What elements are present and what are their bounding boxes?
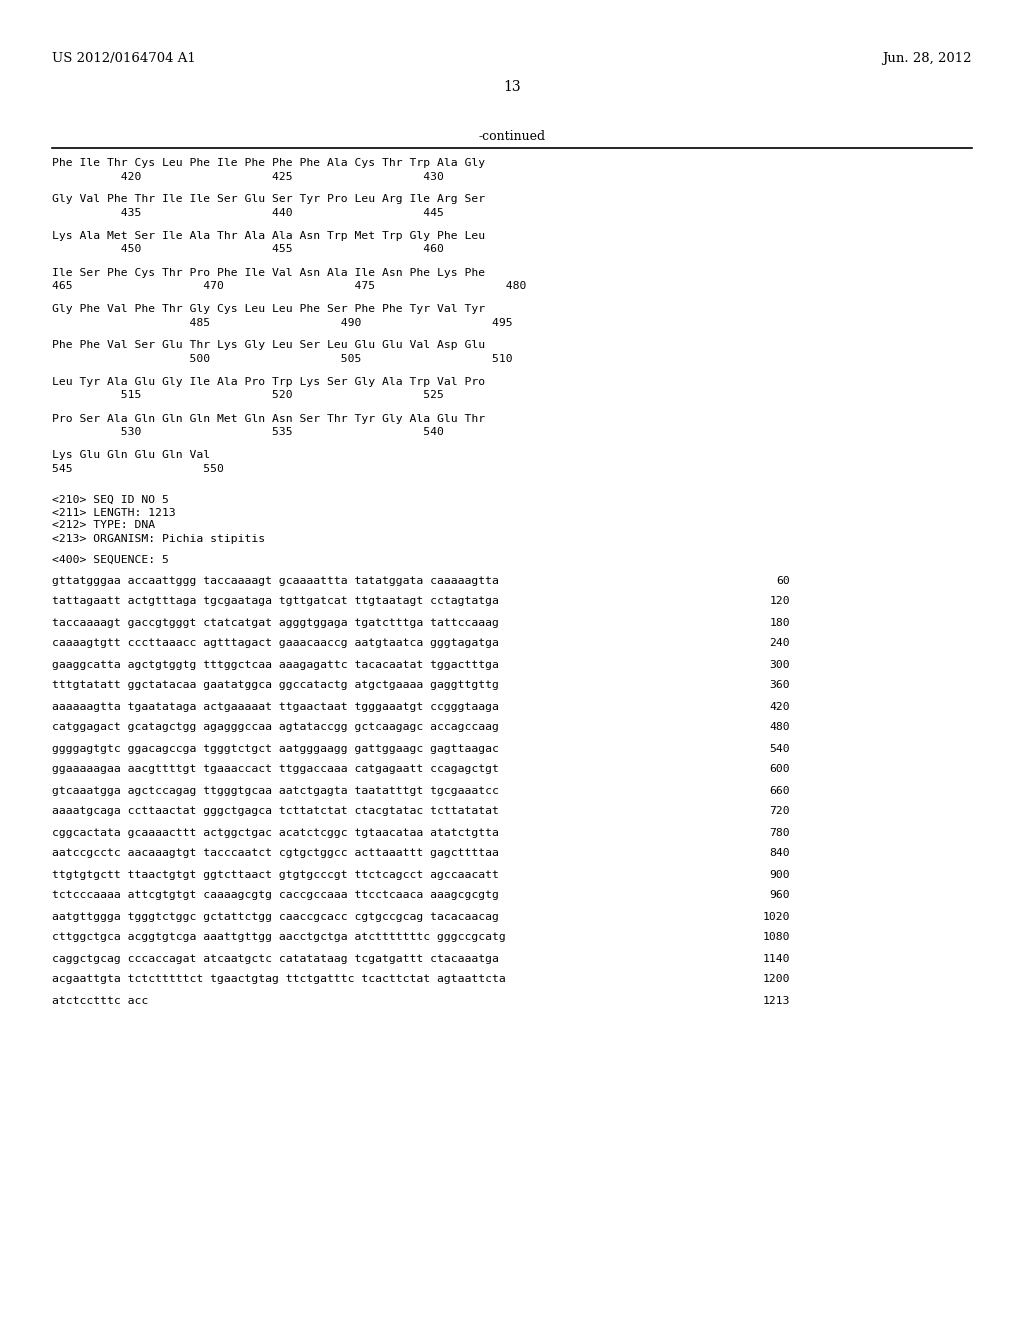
Text: gaaggcatta agctgtggtg tttggctcaa aaagagattc tacacaatat tggactttga: gaaggcatta agctgtggtg tttggctcaa aaagaga…: [52, 660, 499, 669]
Text: 485                   490                   495: 485 490 495: [52, 318, 513, 327]
Text: Gly Val Phe Thr Ile Ile Ser Glu Ser Tyr Pro Leu Arg Ile Arg Ser: Gly Val Phe Thr Ile Ile Ser Glu Ser Tyr …: [52, 194, 485, 205]
Text: -continued: -continued: [478, 129, 546, 143]
Text: 1140: 1140: [763, 953, 790, 964]
Text: 13: 13: [503, 81, 521, 94]
Text: US 2012/0164704 A1: US 2012/0164704 A1: [52, 51, 196, 65]
Text: Pro Ser Ala Gln Gln Gln Met Gln Asn Ser Thr Tyr Gly Ala Glu Thr: Pro Ser Ala Gln Gln Gln Met Gln Asn Ser …: [52, 413, 485, 424]
Text: 900: 900: [769, 870, 790, 879]
Text: aaaaaagtta tgaatataga actgaaaaat ttgaactaat tgggaaatgt ccgggtaaga: aaaaaagtta tgaatataga actgaaaaat ttgaact…: [52, 701, 499, 711]
Text: 360: 360: [769, 681, 790, 690]
Text: <210> SEQ ID NO 5: <210> SEQ ID NO 5: [52, 495, 169, 504]
Text: 420                   425                   430: 420 425 430: [52, 172, 443, 181]
Text: cggcactata gcaaaacttt actggctgac acatctcggc tgtaacataa atatctgtta: cggcactata gcaaaacttt actggctgac acatctc…: [52, 828, 499, 837]
Text: <400> SEQUENCE: 5: <400> SEQUENCE: 5: [52, 554, 169, 565]
Text: 1080: 1080: [763, 932, 790, 942]
Text: 530                   535                   540: 530 535 540: [52, 426, 443, 437]
Text: 435                   440                   445: 435 440 445: [52, 209, 443, 218]
Text: 840: 840: [769, 849, 790, 858]
Text: ggggagtgtc ggacagccga tgggtctgct aatgggaagg gattggaagc gagttaagac: ggggagtgtc ggacagccga tgggtctgct aatggga…: [52, 743, 499, 754]
Text: 300: 300: [769, 660, 790, 669]
Text: 60: 60: [776, 576, 790, 586]
Text: Gly Phe Val Phe Thr Gly Cys Leu Leu Phe Ser Phe Phe Tyr Val Tyr: Gly Phe Val Phe Thr Gly Cys Leu Leu Phe …: [52, 304, 485, 314]
Text: 1213: 1213: [763, 995, 790, 1006]
Text: 120: 120: [769, 597, 790, 606]
Text: 960: 960: [769, 891, 790, 900]
Text: aatccgcctc aacaaagtgt tacccaatct cgtgctggcc acttaaattt gagcttttaa: aatccgcctc aacaaagtgt tacccaatct cgtgctg…: [52, 849, 499, 858]
Text: ggaaaaagaa aacgttttgt tgaaaccact ttggaccaaa catgagaatt ccagagctgt: ggaaaaagaa aacgttttgt tgaaaccact ttggacc…: [52, 764, 499, 775]
Text: 240: 240: [769, 639, 790, 648]
Text: 500                   505                   510: 500 505 510: [52, 354, 513, 364]
Text: cttggctgca acggtgtcga aaattgttgg aacctgctga atctttttttc gggccgcatg: cttggctgca acggtgtcga aaattgttgg aacctgc…: [52, 932, 506, 942]
Text: 420: 420: [769, 701, 790, 711]
Text: 600: 600: [769, 764, 790, 775]
Text: <212> TYPE: DNA: <212> TYPE: DNA: [52, 520, 155, 531]
Text: tttgtatatt ggctatacaa gaatatggca ggccatactg atgctgaaaa gaggttgttg: tttgtatatt ggctatacaa gaatatggca ggccata…: [52, 681, 499, 690]
Text: acgaattgta tctctttttct tgaactgtag ttctgatttc tcacttctat agtaattcta: acgaattgta tctctttttct tgaactgtag ttctga…: [52, 974, 506, 985]
Text: gtcaaatgga agctccagag ttgggtgcaa aatctgagta taatatttgt tgcgaaatcc: gtcaaatgga agctccagag ttgggtgcaa aatctga…: [52, 785, 499, 796]
Text: 540: 540: [769, 743, 790, 754]
Text: 180: 180: [769, 618, 790, 627]
Text: 450                   455                   460: 450 455 460: [52, 244, 443, 255]
Text: <213> ORGANISM: Pichia stipitis: <213> ORGANISM: Pichia stipitis: [52, 533, 265, 544]
Text: 1020: 1020: [763, 912, 790, 921]
Text: Phe Ile Thr Cys Leu Phe Ile Phe Phe Phe Ala Cys Thr Trp Ala Gly: Phe Ile Thr Cys Leu Phe Ile Phe Phe Phe …: [52, 158, 485, 168]
Text: Leu Tyr Ala Glu Gly Ile Ala Pro Trp Lys Ser Gly Ala Trp Val Pro: Leu Tyr Ala Glu Gly Ile Ala Pro Trp Lys …: [52, 378, 485, 387]
Text: <211> LENGTH: 1213: <211> LENGTH: 1213: [52, 507, 176, 517]
Text: caggctgcag cccaccagat atcaatgctc catatataag tcgatgattt ctacaaatga: caggctgcag cccaccagat atcaatgctc catatat…: [52, 953, 499, 964]
Text: atctcctttc acc: atctcctttc acc: [52, 995, 148, 1006]
Text: Ile Ser Phe Cys Thr Pro Phe Ile Val Asn Ala Ile Asn Phe Lys Phe: Ile Ser Phe Cys Thr Pro Phe Ile Val Asn …: [52, 268, 485, 277]
Text: Phe Phe Val Ser Glu Thr Lys Gly Leu Ser Leu Glu Glu Val Asp Glu: Phe Phe Val Ser Glu Thr Lys Gly Leu Ser …: [52, 341, 485, 351]
Text: tattagaatt actgtttaga tgcgaataga tgttgatcat ttgtaatagt cctagtatga: tattagaatt actgtttaga tgcgaataga tgttgat…: [52, 597, 499, 606]
Text: ttgtgtgctt ttaactgtgt ggtcttaact gtgtgcccgt ttctcagcct agccaacatt: ttgtgtgctt ttaactgtgt ggtcttaact gtgtgcc…: [52, 870, 499, 879]
Text: aaaatgcaga ccttaactat gggctgagca tcttatctat ctacgtatac tcttatatat: aaaatgcaga ccttaactat gggctgagca tcttatc…: [52, 807, 499, 817]
Text: 720: 720: [769, 807, 790, 817]
Text: caaaagtgtt cccttaaacc agtttagact gaaacaaccg aatgtaatca gggtagatga: caaaagtgtt cccttaaacc agtttagact gaaacaa…: [52, 639, 499, 648]
Text: 780: 780: [769, 828, 790, 837]
Text: Jun. 28, 2012: Jun. 28, 2012: [883, 51, 972, 65]
Text: 545                   550: 545 550: [52, 463, 224, 474]
Text: tctcccaaaa attcgtgtgt caaaagcgtg caccgccaaa ttcctcaaca aaagcgcgtg: tctcccaaaa attcgtgtgt caaaagcgtg caccgcc…: [52, 891, 499, 900]
Text: gttatgggaa accaattggg taccaaaagt gcaaaattta tatatggata caaaaagtta: gttatgggaa accaattggg taccaaaagt gcaaaat…: [52, 576, 499, 586]
Text: 480: 480: [769, 722, 790, 733]
Text: 515                   520                   525: 515 520 525: [52, 391, 443, 400]
Text: taccaaaagt gaccgtgggt ctatcatgat agggtggaga tgatctttga tattccaaag: taccaaaagt gaccgtgggt ctatcatgat agggtgg…: [52, 618, 499, 627]
Text: aatgttggga tgggtctggc gctattctgg caaccgcacc cgtgccgcag tacacaacag: aatgttggga tgggtctggc gctattctgg caaccgc…: [52, 912, 499, 921]
Text: 465                   470                   475                   480: 465 470 475 480: [52, 281, 526, 290]
Text: catggagact gcatagctgg agagggccaa agtataccgg gctcaagagc accagccaag: catggagact gcatagctgg agagggccaa agtatac…: [52, 722, 499, 733]
Text: Lys Ala Met Ser Ile Ala Thr Ala Ala Asn Trp Met Trp Gly Phe Leu: Lys Ala Met Ser Ile Ala Thr Ala Ala Asn …: [52, 231, 485, 242]
Text: 660: 660: [769, 785, 790, 796]
Text: Lys Glu Gln Glu Gln Val: Lys Glu Gln Glu Gln Val: [52, 450, 210, 459]
Text: 1200: 1200: [763, 974, 790, 985]
